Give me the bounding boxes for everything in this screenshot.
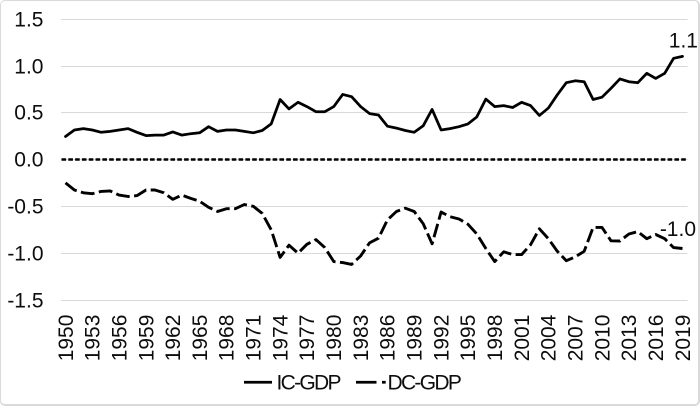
svg-text:1962: 1962 — [162, 315, 185, 362]
svg-text:1992: 1992 — [430, 315, 453, 362]
svg-text:1971: 1971 — [243, 315, 266, 362]
svg-text:2010: 2010 — [591, 315, 614, 362]
svg-text:2016: 2016 — [645, 315, 668, 362]
svg-text:0.0: 0.0 — [14, 149, 43, 172]
svg-text:2019: 2019 — [672, 315, 695, 362]
svg-text:1986: 1986 — [377, 315, 400, 362]
svg-text:1.5: 1.5 — [14, 9, 43, 32]
svg-text:1977: 1977 — [296, 315, 319, 362]
svg-text:1974: 1974 — [269, 314, 292, 361]
svg-text:-1.0: -1.0 — [7, 243, 43, 266]
svg-text:1968: 1968 — [216, 315, 239, 362]
svg-text:2013: 2013 — [618, 315, 641, 362]
svg-text:DC-GDP: DC-GDP — [388, 371, 461, 394]
svg-text:1965: 1965 — [189, 315, 212, 362]
svg-text:1959: 1959 — [135, 315, 158, 362]
svg-text:2001: 2001 — [511, 315, 534, 362]
svg-text:2007: 2007 — [565, 315, 588, 362]
svg-text:0.5: 0.5 — [14, 102, 43, 125]
svg-text:IC-GDP: IC-GDP — [277, 371, 341, 394]
svg-text:1989: 1989 — [404, 315, 427, 362]
svg-text:1950: 1950 — [55, 315, 78, 362]
svg-text:-1.5: -1.5 — [7, 290, 43, 313]
svg-text:1.0: 1.0 — [14, 56, 43, 79]
svg-text:-1.0: -1.0 — [660, 218, 696, 241]
svg-text:1980: 1980 — [323, 315, 346, 362]
svg-text:2004: 2004 — [538, 314, 561, 361]
svg-text:1995: 1995 — [457, 315, 480, 362]
svg-text:1953: 1953 — [82, 315, 105, 362]
svg-text:1983: 1983 — [350, 315, 373, 362]
svg-text:1.1: 1.1 — [669, 29, 698, 52]
svg-text:1998: 1998 — [484, 315, 507, 362]
svg-text:1956: 1956 — [108, 315, 131, 362]
svg-text:-0.5: -0.5 — [7, 196, 43, 219]
